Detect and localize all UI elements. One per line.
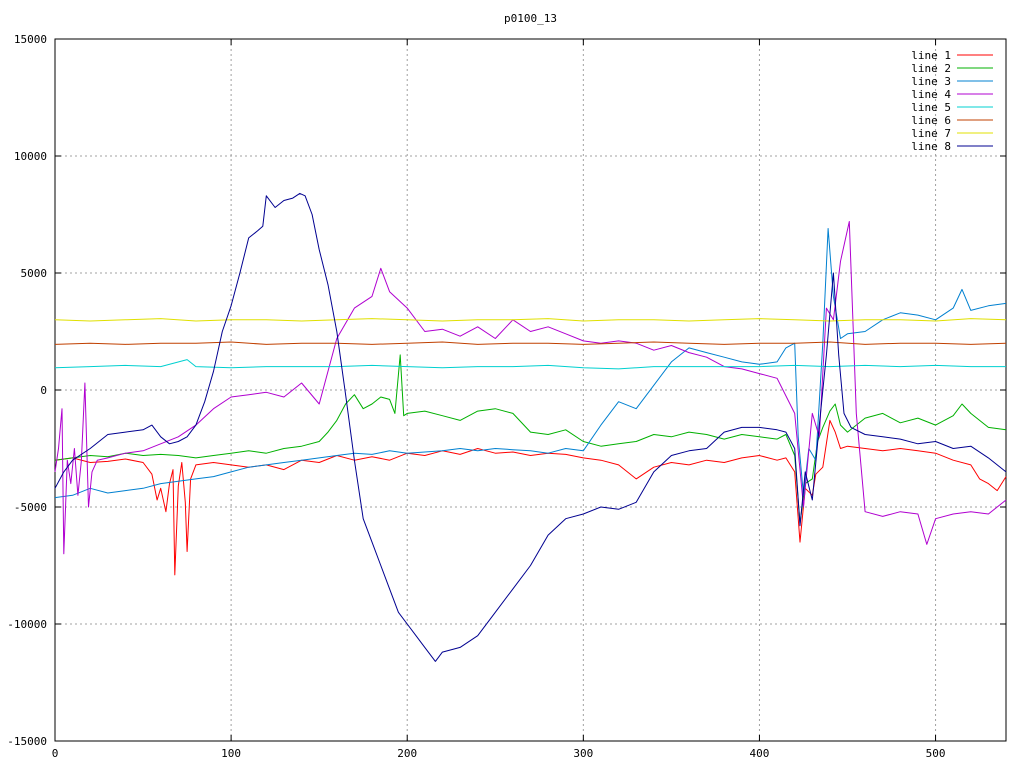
- legend-label: line 4: [911, 88, 951, 101]
- grid-lines: [55, 39, 1006, 741]
- series-line-1: [54, 419, 1007, 576]
- legend-label: line 7: [911, 127, 951, 140]
- legend-label: line 2: [911, 62, 951, 75]
- x-tick-label: 300: [573, 747, 593, 760]
- y-tick-label: -5000: [14, 501, 47, 514]
- axis-ticks: 0 100 200 300 400 500 -15000 -10000 -5000 0 5000 10…: [7, 33, 1006, 760]
- series-line-2: [54, 354, 1007, 524]
- x-tick-label: 100: [221, 747, 241, 760]
- x-tick-label: 200: [397, 747, 417, 760]
- legend-label: line 3: [911, 75, 951, 88]
- legend-label: line 1: [911, 49, 951, 62]
- y-tick-label: 5000: [21, 267, 48, 280]
- series-line-5: [54, 359, 1006, 370]
- series-line-6: [54, 341, 1007, 345]
- series-line-7: [54, 318, 1007, 322]
- x-tick-label: 0: [52, 747, 59, 760]
- y-tick-label: 15000: [14, 33, 47, 46]
- legend-label: line 5: [911, 101, 951, 114]
- y-tick-label: -10000: [7, 618, 47, 631]
- series-line-8: [54, 192, 1007, 662]
- legend-label: line 6: [911, 114, 951, 127]
- legend-label: line 8: [911, 140, 951, 153]
- y-tick-label: 0: [40, 384, 47, 397]
- y-tick-label: -15000: [7, 735, 47, 748]
- series-line-4: [54, 221, 1007, 555]
- series-group: [54, 192, 1007, 662]
- x-tick-label: 500: [926, 747, 946, 760]
- x-tick-label: 400: [750, 747, 770, 760]
- series-line-3: [54, 228, 1007, 499]
- chart-title: p0100_13: [504, 12, 557, 25]
- y-tick-label: 10000: [14, 150, 47, 163]
